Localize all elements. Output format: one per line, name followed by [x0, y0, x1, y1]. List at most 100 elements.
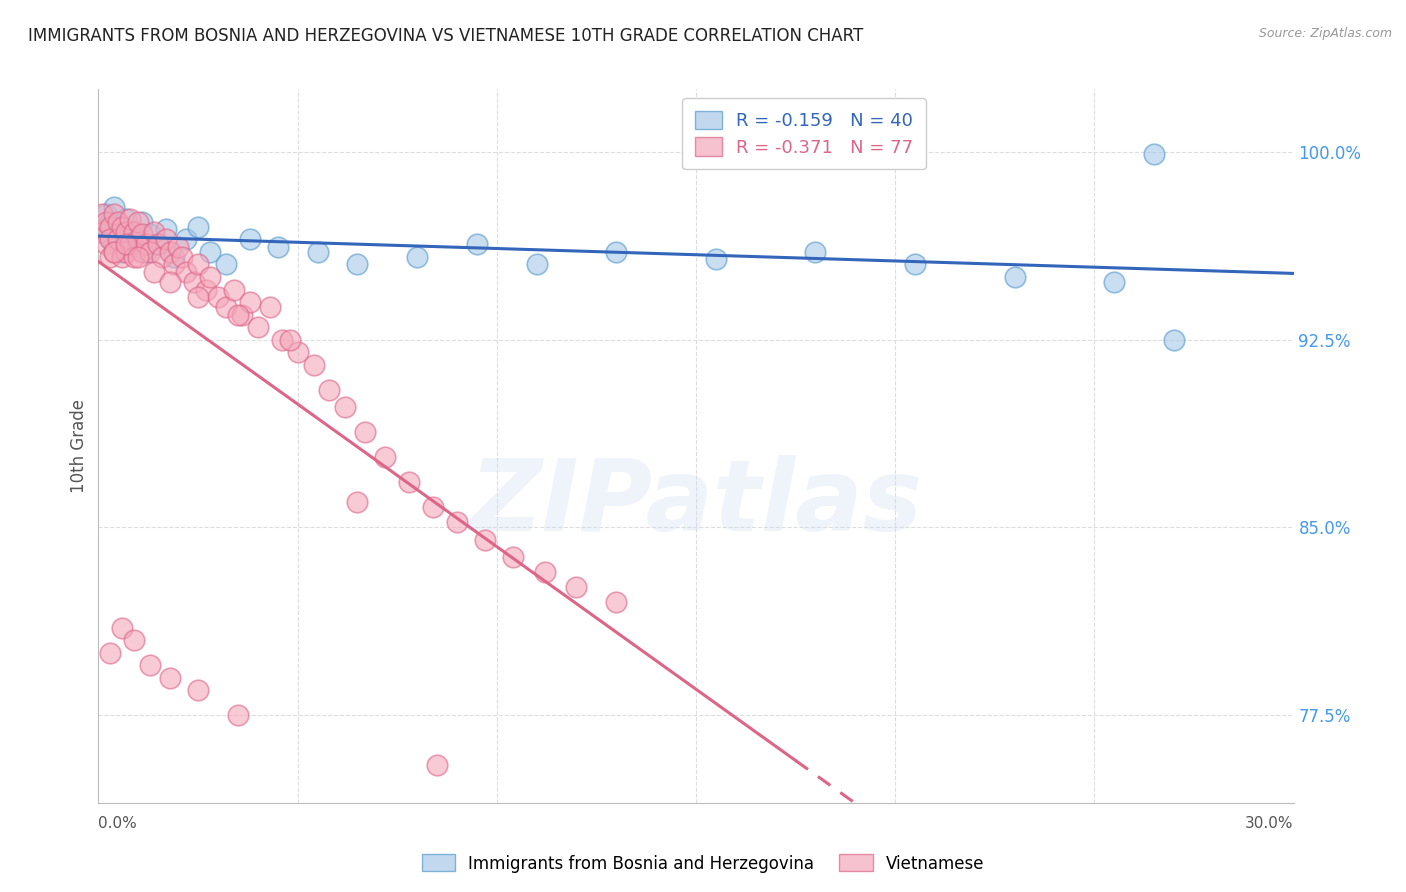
Point	[267, 240, 290, 254]
Point	[91, 225, 114, 239]
Point	[207, 290, 229, 304]
Point	[100, 250, 122, 264]
Text: ZIPatlas: ZIPatlas	[470, 455, 922, 551]
Point	[187, 219, 209, 234]
Point	[148, 237, 170, 252]
Point	[96, 215, 118, 229]
Point	[120, 225, 142, 239]
Point	[335, 400, 357, 414]
Point	[120, 237, 142, 252]
Point	[135, 237, 157, 252]
Point	[131, 215, 153, 229]
Point	[167, 240, 190, 254]
Point	[565, 581, 588, 595]
Point	[100, 219, 122, 234]
Text: 0.0%: 0.0%	[98, 816, 138, 831]
Point	[159, 671, 181, 685]
Point	[159, 244, 181, 259]
Point	[124, 235, 146, 249]
Point	[465, 237, 488, 252]
Point	[155, 232, 177, 246]
Point	[198, 244, 221, 259]
Point	[426, 758, 449, 772]
Point	[318, 383, 340, 397]
Point	[1163, 333, 1185, 347]
Point	[163, 250, 186, 264]
Point	[139, 244, 162, 259]
Point	[139, 658, 162, 673]
Legend: Immigrants from Bosnia and Herzegovina, Vietnamese: Immigrants from Bosnia and Herzegovina, …	[415, 847, 991, 880]
Point	[159, 275, 181, 289]
Point	[115, 244, 138, 259]
Point	[526, 257, 548, 271]
Point	[115, 225, 138, 239]
Point	[103, 207, 125, 221]
Point	[904, 257, 927, 271]
Point	[239, 232, 262, 246]
Point	[131, 227, 153, 242]
Point	[127, 232, 149, 246]
Point	[148, 237, 170, 252]
Point	[107, 219, 129, 234]
Point	[226, 308, 249, 322]
Point	[111, 621, 134, 635]
Point	[278, 333, 301, 347]
Point	[107, 232, 129, 246]
Point	[100, 232, 122, 246]
Point	[533, 566, 555, 580]
Point	[172, 250, 194, 264]
Point	[406, 250, 429, 264]
Point	[502, 550, 524, 565]
Point	[100, 232, 122, 246]
Point	[155, 222, 177, 236]
Point	[302, 358, 325, 372]
Text: 30.0%: 30.0%	[1246, 816, 1294, 831]
Y-axis label: 10th Grade: 10th Grade	[70, 399, 89, 493]
Point	[96, 237, 118, 252]
Point	[1004, 270, 1026, 285]
Point	[143, 225, 166, 239]
Point	[107, 215, 129, 229]
Point	[135, 244, 157, 259]
Point	[100, 646, 122, 660]
Point	[150, 250, 173, 264]
Point	[174, 265, 197, 279]
Point	[422, 500, 444, 515]
Point	[100, 215, 122, 229]
Point	[605, 595, 627, 609]
Point	[195, 283, 218, 297]
Point	[124, 250, 146, 264]
Point	[131, 244, 153, 259]
Point	[127, 215, 149, 229]
Point	[226, 708, 249, 723]
Point	[115, 230, 138, 244]
Point	[346, 495, 368, 509]
Point	[111, 219, 134, 234]
Point	[103, 244, 125, 259]
Point	[103, 237, 125, 252]
Point	[215, 300, 238, 314]
Point	[346, 257, 368, 271]
Point	[398, 475, 420, 490]
Text: IMMIGRANTS FROM BOSNIA AND HERZEGOVINA VS VIETNAMESE 10TH GRADE CORRELATION CHAR: IMMIGRANTS FROM BOSNIA AND HERZEGOVINA V…	[28, 27, 863, 45]
Point	[704, 252, 727, 267]
Point	[91, 207, 114, 221]
Point	[287, 345, 309, 359]
Point	[124, 225, 146, 239]
Point	[1102, 275, 1125, 289]
Point	[187, 257, 209, 271]
Point	[107, 227, 129, 242]
Point	[115, 237, 138, 252]
Text: Source: ZipAtlas.com: Source: ZipAtlas.com	[1258, 27, 1392, 40]
Point	[246, 320, 269, 334]
Point	[143, 265, 166, 279]
Point	[474, 533, 496, 547]
Legend: R = -0.159   N = 40, R = -0.371   N = 77: R = -0.159 N = 40, R = -0.371 N = 77	[682, 98, 927, 169]
Point	[139, 227, 162, 242]
Point	[354, 425, 377, 440]
Point	[120, 212, 142, 227]
Point	[215, 257, 238, 271]
Point	[103, 244, 125, 259]
Point	[111, 250, 134, 264]
Point	[446, 516, 468, 530]
